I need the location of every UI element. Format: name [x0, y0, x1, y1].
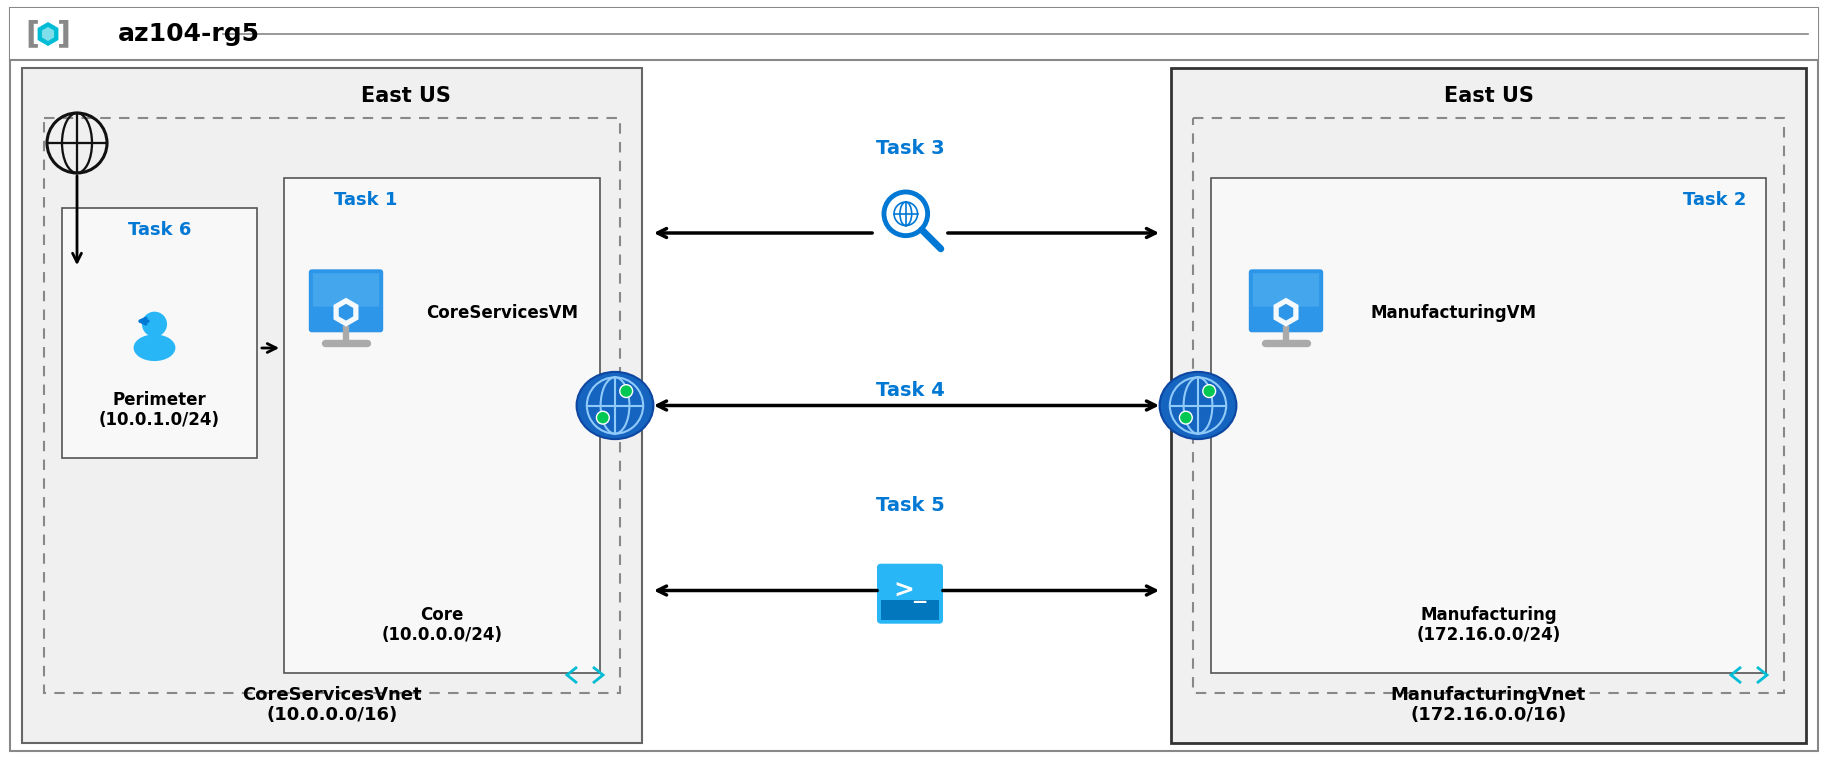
FancyBboxPatch shape	[1252, 273, 1320, 307]
Text: Perimeter: Perimeter	[113, 391, 207, 409]
Text: az104-rg5: az104-rg5	[119, 22, 260, 46]
Bar	[44, 118, 620, 693]
Text: Task 2: Task 2	[1682, 191, 1746, 209]
Polygon shape	[42, 27, 55, 41]
FancyBboxPatch shape	[309, 269, 384, 332]
Text: (10.0.0.0/24): (10.0.0.0/24)	[382, 626, 503, 644]
Text: Task 6: Task 6	[128, 221, 192, 239]
Text: (172.16.0.0/24): (172.16.0.0/24)	[1417, 626, 1561, 644]
FancyBboxPatch shape	[313, 273, 378, 307]
Text: >_: >_	[894, 579, 927, 603]
Bar	[62, 208, 258, 458]
Text: Task 4: Task 4	[876, 381, 945, 400]
Text: Task 3: Task 3	[876, 138, 945, 158]
FancyBboxPatch shape	[1249, 269, 1323, 332]
Circle shape	[1203, 385, 1216, 398]
Text: (10.0.0.0/16): (10.0.0.0/16)	[267, 706, 399, 724]
Bar	[283, 178, 600, 673]
Text: Manufacturing: Manufacturing	[1420, 606, 1557, 624]
Text: Core: Core	[420, 606, 464, 624]
FancyBboxPatch shape	[877, 564, 943, 624]
Text: [: [	[26, 20, 38, 49]
Bar	[1194, 118, 1784, 693]
Circle shape	[596, 411, 609, 424]
Text: ]: ]	[57, 20, 71, 49]
Text: CoreServicesVnet: CoreServicesVnet	[241, 686, 422, 704]
Bar	[1172, 68, 1806, 743]
Text: (172.16.0.0/16): (172.16.0.0/16)	[1411, 706, 1567, 724]
Polygon shape	[1280, 304, 1292, 320]
Polygon shape	[38, 22, 58, 46]
Circle shape	[143, 312, 166, 337]
Text: Task 1: Task 1	[335, 191, 397, 209]
Text: CoreServicesVM: CoreServicesVM	[426, 304, 578, 322]
Polygon shape	[333, 298, 358, 326]
Ellipse shape	[576, 372, 653, 439]
Circle shape	[1179, 411, 1192, 424]
Bar	[1210, 178, 1766, 673]
Text: ManufacturingVM: ManufacturingVM	[1371, 304, 1537, 322]
Polygon shape	[338, 304, 353, 320]
FancyBboxPatch shape	[881, 600, 940, 619]
Ellipse shape	[133, 335, 175, 361]
Bar	[22, 68, 642, 743]
Text: East US: East US	[362, 86, 452, 106]
Text: Task 5: Task 5	[876, 496, 945, 515]
Polygon shape	[1274, 298, 1298, 326]
Text: ManufacturingVnet: ManufacturingVnet	[1391, 686, 1587, 704]
Circle shape	[620, 385, 632, 398]
Ellipse shape	[1159, 372, 1236, 439]
Bar	[9, 8, 1819, 60]
Text: East US: East US	[1444, 86, 1534, 106]
Text: (10.0.1.0/24): (10.0.1.0/24)	[99, 411, 219, 429]
